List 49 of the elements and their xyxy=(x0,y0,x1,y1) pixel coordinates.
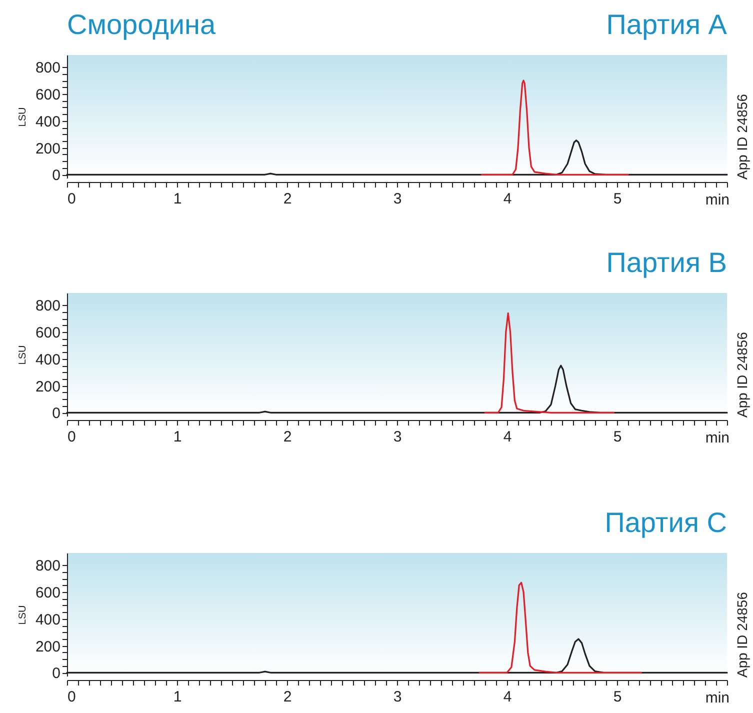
x-tick-label: 0 xyxy=(68,688,76,706)
x-tick-label: 2 xyxy=(283,688,292,706)
y-axis-title: LSU xyxy=(17,107,28,127)
x-tick-label: 4 xyxy=(503,190,512,208)
x-axis-title: min xyxy=(705,430,730,446)
x-tick-label: 4 xyxy=(503,428,512,446)
line-series xyxy=(484,312,614,414)
y-tick-label: 800 xyxy=(35,298,60,315)
x-tick-label: 5 xyxy=(613,190,622,208)
x-tick-label: 0 xyxy=(68,428,76,446)
y-tick-label: 200 xyxy=(35,140,60,158)
y-tick-label: 800 xyxy=(35,558,60,575)
line-series xyxy=(480,80,629,176)
x-tick-label: 1 xyxy=(173,428,182,446)
y-axis-title: LSU xyxy=(17,345,28,365)
x-tick-label: 5 xyxy=(613,428,622,446)
y-tick-label: 400 xyxy=(35,611,60,628)
x-tick-label: 3 xyxy=(393,190,402,208)
y-tick-label: 400 xyxy=(35,113,60,130)
y-tick-label: 800 xyxy=(35,60,60,77)
x-axis-title: min xyxy=(705,192,730,208)
x-tick-label: 1 xyxy=(173,190,182,208)
chart-subtitle: Партия B xyxy=(606,246,727,280)
y-tick-label: 600 xyxy=(35,584,60,602)
y-tick-label: 200 xyxy=(35,378,60,396)
line-series xyxy=(478,582,642,674)
x-tick-label: 1 xyxy=(173,688,182,706)
x-axis-title: min xyxy=(705,690,730,706)
y-tick-label: 0 xyxy=(52,167,60,184)
y-tick-label: 0 xyxy=(52,665,60,682)
text: App ID 24856 xyxy=(734,94,750,180)
y-tick-label: 200 xyxy=(35,638,60,656)
y-tick-label: 600 xyxy=(35,86,60,104)
x-tick-label: 3 xyxy=(393,688,402,706)
x-tick-label: 3 xyxy=(393,428,402,446)
y-tick-label: 400 xyxy=(35,351,60,368)
x-tick-label: 2 xyxy=(283,428,292,446)
text: App ID 24856 xyxy=(734,592,750,678)
chart-subtitle: Партия A xyxy=(606,8,727,42)
x-tick-label: 4 xyxy=(503,688,512,706)
x-tick-label: 5 xyxy=(613,688,622,706)
y-tick-label: 0 xyxy=(52,405,60,422)
x-tick-label: 0 xyxy=(68,190,76,208)
y-tick-label: 600 xyxy=(35,324,60,342)
text: App ID 24856 xyxy=(734,332,750,418)
x-tick-label: 2 xyxy=(283,190,292,208)
chart-title: Смородина xyxy=(67,8,216,42)
y-axis-title: LSU xyxy=(17,605,28,625)
chart-subtitle: Партия C xyxy=(604,506,727,540)
